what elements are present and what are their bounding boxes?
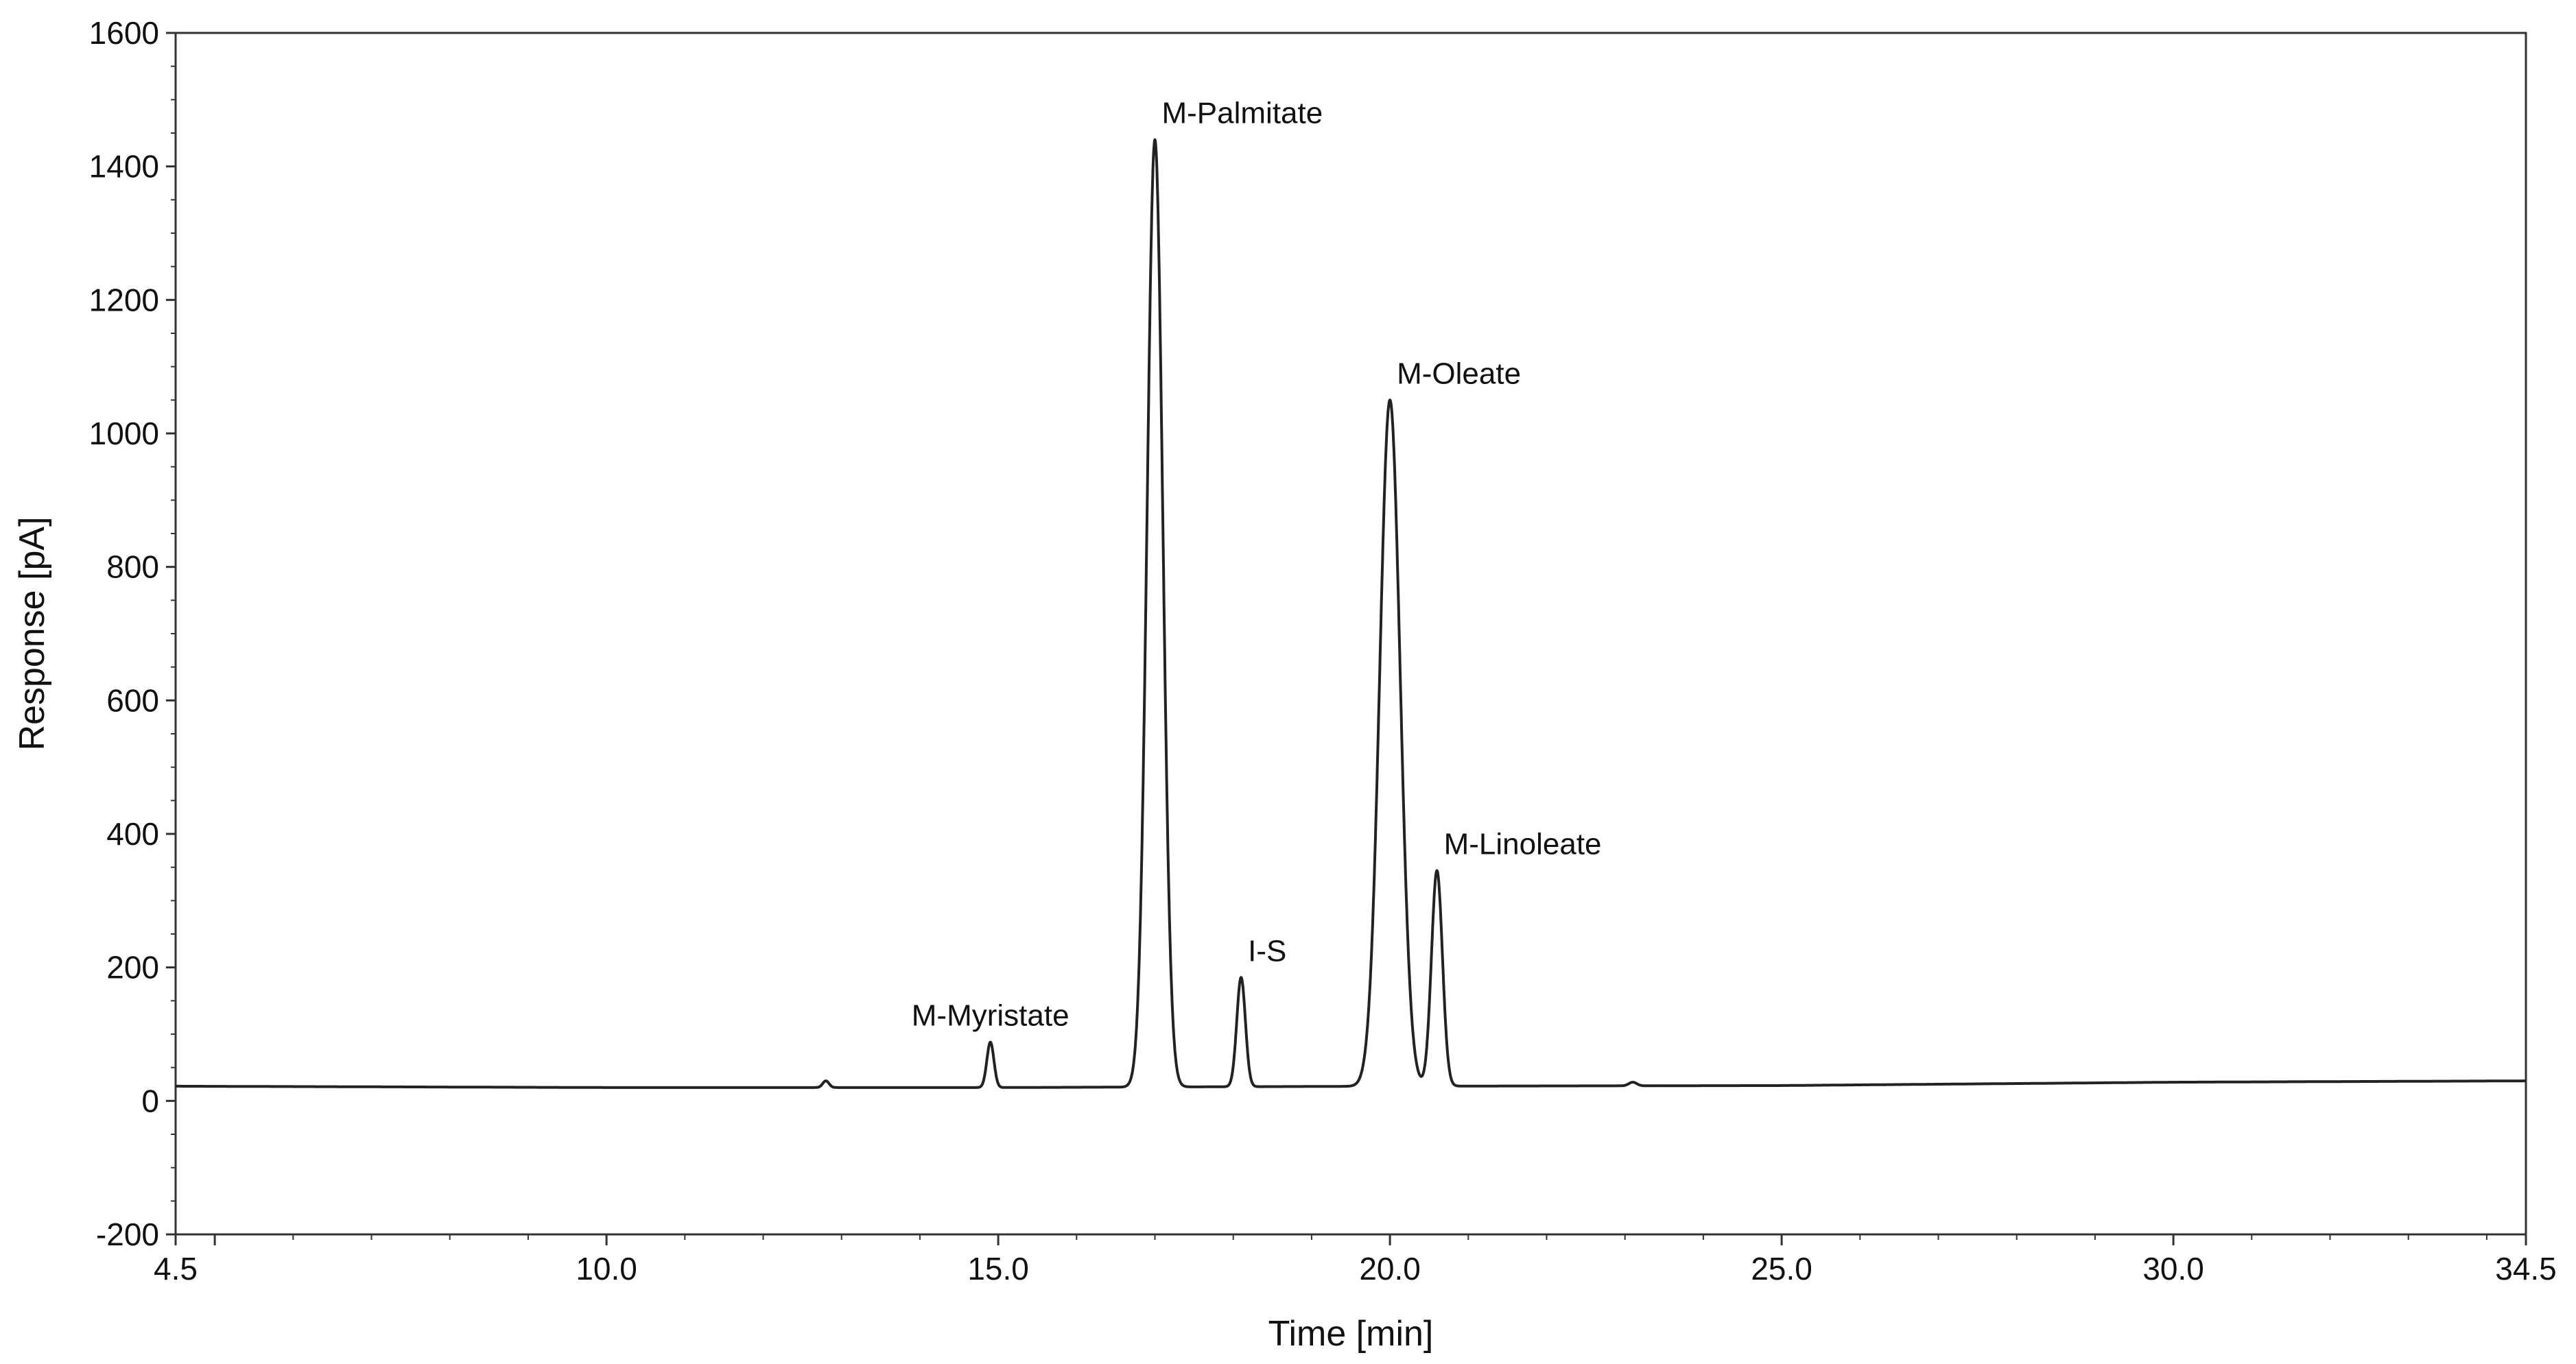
x-tick-label: 15.0 (967, 1251, 1029, 1287)
y-tick-label: 200 (106, 950, 159, 985)
plot-frame (174, 32, 2527, 1236)
x-tick-label: 10.0 (576, 1251, 637, 1287)
x-axis-ticks: 4.5 10.0 15.0 20.0 25.0 30.0 34.5 (154, 1234, 2557, 1287)
x-tick-label: 20.0 (1359, 1251, 1421, 1287)
x-tick-label: 4.5 (154, 1251, 198, 1287)
peak-label: M-Palmitate (1162, 97, 1323, 130)
y-tick-label: 600 (106, 682, 159, 718)
y-tick-label: -200 (96, 1217, 159, 1252)
y-tick-label: 1400 (89, 149, 159, 184)
y-axis-title: Response [pA] (12, 516, 52, 750)
peak-labels: M-Myristate M-Palmitate I-S M-Oleate M-Linol… (912, 97, 1602, 1033)
y-tick-label: 0 (141, 1083, 159, 1118)
y-tick-label: 800 (106, 549, 159, 585)
y-tick-label: 1000 (89, 416, 159, 451)
y-tick-label: 1600 (89, 15, 159, 51)
peak-label: M-Oleate (1397, 357, 1521, 390)
peak-label: I-S (1248, 934, 1286, 968)
y-axis-ticks: 1600 1400 1200 1000 800 600 400 200 0 -200 (89, 15, 176, 1252)
x-axis-title: Time [min] (1268, 1314, 1434, 1354)
peak-label: M-Linoleate (1444, 828, 1602, 861)
y-tick-label: 400 (106, 816, 159, 852)
x-tick-label: 30.0 (2142, 1251, 2204, 1287)
y-tick-label: 1200 (89, 282, 159, 318)
chromatogram-trace (174, 138, 2527, 1089)
peak-label: M-Myristate (912, 999, 1070, 1033)
x-tick-label: 34.5 (2495, 1251, 2557, 1287)
x-tick-label: 25.0 (1751, 1251, 1812, 1287)
